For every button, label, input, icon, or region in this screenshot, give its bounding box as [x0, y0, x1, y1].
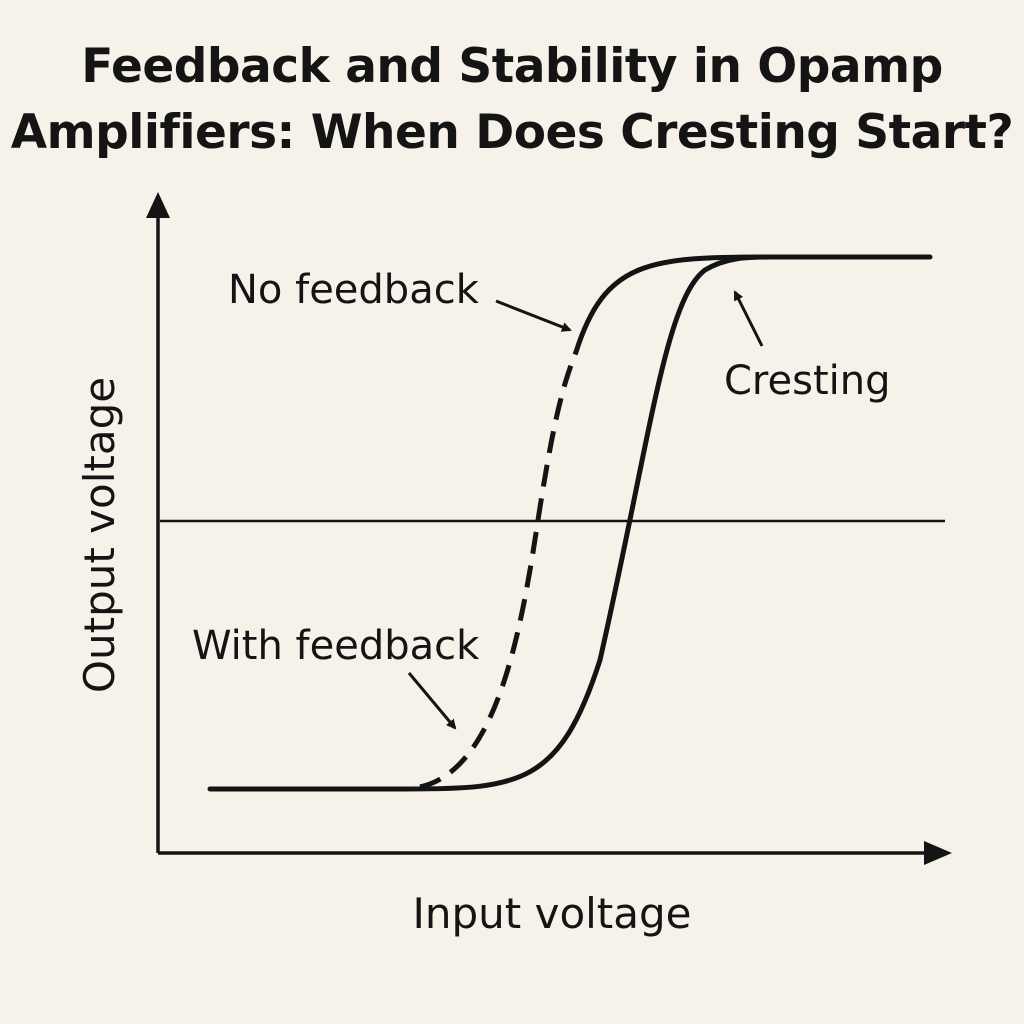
no-feedback-arrow — [495, 299, 572, 332]
diagram-title: Feedback and Stability in Opamp Amplifie… — [0, 34, 1024, 166]
cresting-label: Cresting — [724, 358, 890, 404]
x-axis-label: Input voltage — [412, 889, 691, 938]
no-feedback-curve-solid — [573, 254, 773, 355]
with-feedback-arrow — [407, 672, 457, 730]
cresting-arrow — [733, 290, 764, 347]
cresting-curve — [207, 254, 933, 792]
title-line-1: Feedback and Stability in Opamp — [81, 39, 943, 94]
with-feedback-curve-dashed — [419, 351, 579, 790]
title-line-2: Amplifiers: When Does Cresting Start? — [10, 105, 1014, 160]
x-axis-arrowhead — [924, 841, 952, 865]
with-feedback-label: With feedback — [192, 623, 480, 669]
no-feedback-label: No feedback — [228, 267, 480, 313]
y-axis-arrowhead — [146, 192, 170, 218]
y-axis-label: Output voltage — [75, 377, 124, 693]
